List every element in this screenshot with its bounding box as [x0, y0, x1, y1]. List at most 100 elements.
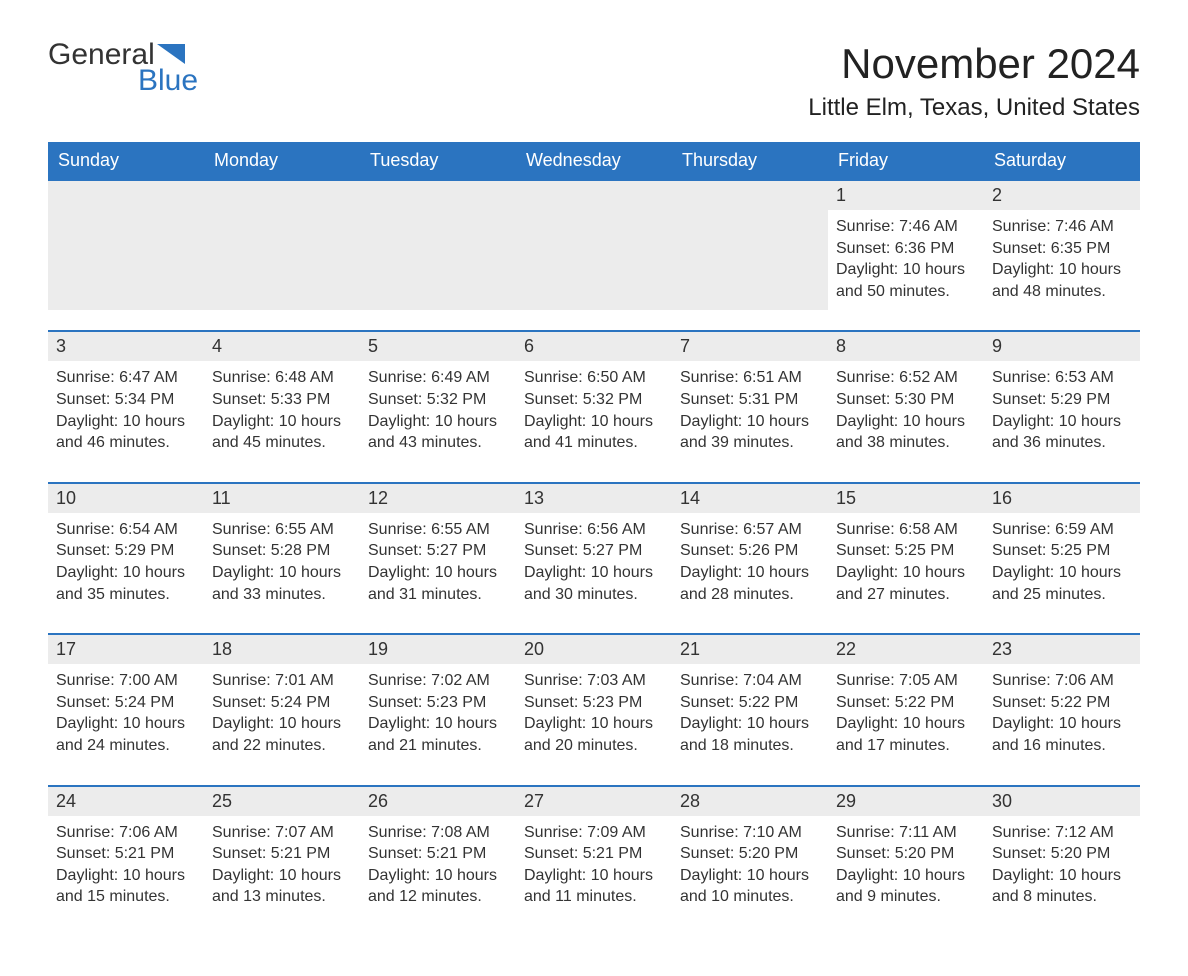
daylight-text: Daylight: 10 hours and 27 minutes.	[836, 562, 976, 605]
calendar-week-row: 17Sunrise: 7:00 AMSunset: 5:24 PMDayligh…	[48, 634, 1140, 785]
daylight-text: Daylight: 10 hours and 15 minutes.	[56, 865, 196, 908]
calendar-day-cell: 18Sunrise: 7:01 AMSunset: 5:24 PMDayligh…	[204, 634, 360, 785]
daylight-text: Daylight: 10 hours and 28 minutes.	[680, 562, 820, 605]
calendar-day-cell	[48, 180, 204, 331]
daylight-text: Daylight: 10 hours and 36 minutes.	[992, 411, 1132, 454]
calendar-day-cell: 27Sunrise: 7:09 AMSunset: 5:21 PMDayligh…	[516, 786, 672, 936]
calendar-day-cell	[360, 180, 516, 331]
day-body: Sunrise: 6:48 AMSunset: 5:33 PMDaylight:…	[204, 361, 360, 481]
calendar-day-cell	[204, 180, 360, 331]
daylight-text: Daylight: 10 hours and 9 minutes.	[836, 865, 976, 908]
sunset-text: Sunset: 5:25 PM	[836, 540, 976, 562]
title-block: November 2024 Little Elm, Texas, United …	[808, 40, 1140, 134]
sunrise-text: Sunrise: 7:46 AM	[992, 216, 1132, 238]
day-number: 17	[48, 635, 204, 664]
sunrise-text: Sunrise: 6:55 AM	[368, 519, 508, 541]
day-number: 12	[360, 484, 516, 513]
calendar-day-cell: 23Sunrise: 7:06 AMSunset: 5:22 PMDayligh…	[984, 634, 1140, 785]
sunrise-text: Sunrise: 6:53 AM	[992, 367, 1132, 389]
sunrise-text: Sunrise: 7:03 AM	[524, 670, 664, 692]
calendar-week-row: 1Sunrise: 7:46 AMSunset: 6:36 PMDaylight…	[48, 180, 1140, 331]
calendar-day-cell: 5Sunrise: 6:49 AMSunset: 5:32 PMDaylight…	[360, 331, 516, 482]
sunset-text: Sunset: 5:21 PM	[212, 843, 352, 865]
weekday-header: Tuesday	[360, 142, 516, 180]
sunrise-text: Sunrise: 7:04 AM	[680, 670, 820, 692]
daylight-text: Daylight: 10 hours and 45 minutes.	[212, 411, 352, 454]
day-body: Sunrise: 6:58 AMSunset: 5:25 PMDaylight:…	[828, 513, 984, 633]
sunrise-text: Sunrise: 7:01 AM	[212, 670, 352, 692]
sunset-text: Sunset: 5:26 PM	[680, 540, 820, 562]
day-body: Sunrise: 7:01 AMSunset: 5:24 PMDaylight:…	[204, 664, 360, 784]
day-body: Sunrise: 6:55 AMSunset: 5:28 PMDaylight:…	[204, 513, 360, 633]
sunset-text: Sunset: 5:20 PM	[836, 843, 976, 865]
day-number: 29	[828, 787, 984, 816]
day-body: Sunrise: 6:49 AMSunset: 5:32 PMDaylight:…	[360, 361, 516, 481]
sunset-text: Sunset: 5:21 PM	[56, 843, 196, 865]
sunrise-text: Sunrise: 6:48 AM	[212, 367, 352, 389]
daylight-text: Daylight: 10 hours and 33 minutes.	[212, 562, 352, 605]
day-number: 3	[48, 332, 204, 361]
daylight-text: Daylight: 10 hours and 35 minutes.	[56, 562, 196, 605]
sunrise-text: Sunrise: 7:11 AM	[836, 822, 976, 844]
calendar-day-cell: 10Sunrise: 6:54 AMSunset: 5:29 PMDayligh…	[48, 483, 204, 634]
calendar-day-cell: 4Sunrise: 6:48 AMSunset: 5:33 PMDaylight…	[204, 331, 360, 482]
daylight-text: Daylight: 10 hours and 43 minutes.	[368, 411, 508, 454]
location: Little Elm, Texas, United States	[808, 94, 1140, 122]
daylight-text: Daylight: 10 hours and 31 minutes.	[368, 562, 508, 605]
daylight-text: Daylight: 10 hours and 46 minutes.	[56, 411, 196, 454]
calendar-day-cell: 1Sunrise: 7:46 AMSunset: 6:36 PMDaylight…	[828, 180, 984, 331]
calendar-day-cell: 22Sunrise: 7:05 AMSunset: 5:22 PMDayligh…	[828, 634, 984, 785]
sunrise-text: Sunrise: 7:09 AM	[524, 822, 664, 844]
day-number: 22	[828, 635, 984, 664]
daylight-text: Daylight: 10 hours and 41 minutes.	[524, 411, 664, 454]
weekday-header: Thursday	[672, 142, 828, 180]
daylight-text: Daylight: 10 hours and 39 minutes.	[680, 411, 820, 454]
day-body: Sunrise: 6:53 AMSunset: 5:29 PMDaylight:…	[984, 361, 1140, 481]
day-number: 9	[984, 332, 1140, 361]
day-number: 24	[48, 787, 204, 816]
day-number: 25	[204, 787, 360, 816]
calendar-day-cell: 11Sunrise: 6:55 AMSunset: 5:28 PMDayligh…	[204, 483, 360, 634]
daylight-text: Daylight: 10 hours and 11 minutes.	[524, 865, 664, 908]
sunset-text: Sunset: 6:36 PM	[836, 238, 976, 260]
sunrise-text: Sunrise: 6:58 AM	[836, 519, 976, 541]
day-number: 23	[984, 635, 1140, 664]
sunrise-text: Sunrise: 7:00 AM	[56, 670, 196, 692]
calendar-day-cell: 8Sunrise: 6:52 AMSunset: 5:30 PMDaylight…	[828, 331, 984, 482]
logo: General Blue	[48, 40, 198, 96]
day-number	[360, 181, 516, 210]
day-number	[516, 181, 672, 210]
calendar-day-cell	[516, 180, 672, 331]
calendar-day-cell: 6Sunrise: 6:50 AMSunset: 5:32 PMDaylight…	[516, 331, 672, 482]
day-body: Sunrise: 6:56 AMSunset: 5:27 PMDaylight:…	[516, 513, 672, 633]
sunset-text: Sunset: 5:21 PM	[368, 843, 508, 865]
sunset-text: Sunset: 5:31 PM	[680, 389, 820, 411]
daylight-text: Daylight: 10 hours and 20 minutes.	[524, 713, 664, 756]
day-number: 13	[516, 484, 672, 513]
sunset-text: Sunset: 5:22 PM	[992, 692, 1132, 714]
calendar-week-row: 3Sunrise: 6:47 AMSunset: 5:34 PMDaylight…	[48, 331, 1140, 482]
day-body: Sunrise: 7:02 AMSunset: 5:23 PMDaylight:…	[360, 664, 516, 784]
calendar-day-cell: 15Sunrise: 6:58 AMSunset: 5:25 PMDayligh…	[828, 483, 984, 634]
sunset-text: Sunset: 5:32 PM	[524, 389, 664, 411]
day-number	[672, 181, 828, 210]
sunset-text: Sunset: 5:20 PM	[992, 843, 1132, 865]
calendar-week-row: 10Sunrise: 6:54 AMSunset: 5:29 PMDayligh…	[48, 483, 1140, 634]
daylight-text: Daylight: 10 hours and 22 minutes.	[212, 713, 352, 756]
day-body: Sunrise: 7:04 AMSunset: 5:22 PMDaylight:…	[672, 664, 828, 784]
day-body: Sunrise: 7:05 AMSunset: 5:22 PMDaylight:…	[828, 664, 984, 784]
sunset-text: Sunset: 5:27 PM	[368, 540, 508, 562]
day-body: Sunrise: 6:57 AMSunset: 5:26 PMDaylight:…	[672, 513, 828, 633]
sunrise-text: Sunrise: 7:10 AM	[680, 822, 820, 844]
day-number: 27	[516, 787, 672, 816]
calendar-week-row: 24Sunrise: 7:06 AMSunset: 5:21 PMDayligh…	[48, 786, 1140, 936]
day-number: 7	[672, 332, 828, 361]
sunset-text: Sunset: 5:29 PM	[992, 389, 1132, 411]
day-body: Sunrise: 7:06 AMSunset: 5:22 PMDaylight:…	[984, 664, 1140, 784]
day-body	[672, 210, 828, 310]
day-body: Sunrise: 7:46 AMSunset: 6:35 PMDaylight:…	[984, 210, 1140, 330]
sunrise-text: Sunrise: 7:46 AM	[836, 216, 976, 238]
day-number: 28	[672, 787, 828, 816]
sunrise-text: Sunrise: 6:49 AM	[368, 367, 508, 389]
sunset-text: Sunset: 5:24 PM	[212, 692, 352, 714]
